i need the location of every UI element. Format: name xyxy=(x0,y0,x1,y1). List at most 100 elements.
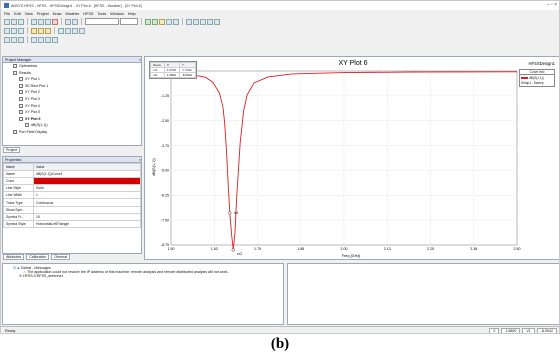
menu-item[interactable]: File xyxy=(4,11,11,16)
property-row[interactable]: Show Sym... xyxy=(3,205,141,214)
properties-header: Properties × xyxy=(3,157,141,163)
property-value[interactable]: dB(S(1,1))Curve1 xyxy=(33,170,141,179)
tree-item[interactable]: XY Plot 4 xyxy=(3,103,141,110)
menu-item[interactable]: Project xyxy=(36,11,49,16)
properties-table: Name Value Name dB(S(1,1))Curve1 Color Line… xyxy=(3,162,141,228)
menu-item[interactable]: View xyxy=(24,11,33,16)
circle-icon[interactable] xyxy=(38,27,44,34)
property-row[interactable]: Symbol Style HorizontalLeftTriangle xyxy=(3,219,141,228)
menu-item[interactable]: Help xyxy=(127,11,136,16)
tree-item[interactable]: Port Field Display xyxy=(3,129,141,136)
property-value[interactable]: HorizontalLeftTriangle xyxy=(33,219,141,228)
snap-icon[interactable] xyxy=(200,18,206,25)
xy-plot-window[interactable]: XY Plot 6 HFSSDesign1 Freq [GHz] dB(S(1,… xyxy=(144,56,560,261)
open-icon[interactable] xyxy=(11,18,17,25)
polyline-icon[interactable] xyxy=(45,27,51,34)
plot-icon xyxy=(13,129,17,134)
zoom-fit-icon[interactable] xyxy=(45,36,51,43)
fit-icon[interactable] xyxy=(214,18,220,25)
select-icon[interactable] xyxy=(4,36,10,43)
new-icon[interactable] xyxy=(4,18,10,25)
plot-icon xyxy=(25,123,29,128)
property-row[interactable]: Line Style Solid xyxy=(3,184,141,193)
menu-item[interactable]: Draw xyxy=(52,11,62,16)
split-icon[interactable] xyxy=(79,27,85,34)
report-icon[interactable] xyxy=(173,18,179,25)
fields-icon[interactable] xyxy=(159,18,165,25)
tab-general[interactable]: General xyxy=(51,254,71,260)
plot-icon xyxy=(19,77,23,82)
save-icon[interactable] xyxy=(18,18,24,25)
ruler-icon[interactable] xyxy=(207,18,213,25)
tree-item[interactable]: 3D Rect Plot 1 xyxy=(3,83,141,90)
copy-icon[interactable] xyxy=(38,18,44,25)
xy-plot[interactable]: XY Plot 6 HFSSDesign1 Freq [GHz] dB(S(1,… xyxy=(145,57,560,261)
menu-item[interactable]: Edit xyxy=(14,11,21,16)
plot-icon[interactable] xyxy=(166,18,172,25)
tab-project[interactable]: Project xyxy=(3,147,21,153)
tree-item[interactable]: XY Plot 3 xyxy=(3,96,141,103)
tab-attributes[interactable]: Attributes xyxy=(3,254,25,260)
tree-item[interactable]: XY Plot 5 xyxy=(3,109,141,116)
tree-item-label: XY Plot 2 xyxy=(25,90,40,95)
tree-item[interactable]: XY Plot 6 xyxy=(3,116,141,123)
property-row[interactable]: Color xyxy=(3,177,141,186)
paste-icon[interactable] xyxy=(45,18,51,25)
delete-icon[interactable] xyxy=(52,18,58,25)
property-value[interactable]: Solid xyxy=(33,184,141,193)
measure-icon[interactable] xyxy=(186,18,192,25)
cut-icon[interactable] xyxy=(31,18,37,25)
zoom-out-icon[interactable] xyxy=(38,36,44,43)
property-value[interactable] xyxy=(33,205,141,214)
close-icon[interactable]: × xyxy=(138,157,141,162)
cylinder-icon[interactable] xyxy=(11,27,17,34)
subtract-icon[interactable] xyxy=(65,27,71,34)
property-value[interactable] xyxy=(33,177,141,186)
curve-legend[interactable]: Curve Info dB(S(1,1)) Setup1 : Sweep xyxy=(519,69,555,87)
grid-icon[interactable] xyxy=(193,18,199,25)
property-row[interactable]: Symbol Fr... 15 xyxy=(3,212,141,221)
menu-item[interactable]: Window xyxy=(110,11,124,16)
zoom-in-icon[interactable] xyxy=(31,36,37,43)
tree-item[interactable]: Optimetrics xyxy=(3,63,141,70)
tree-item-label: Results xyxy=(19,70,31,75)
property-value[interactable]: Continuous xyxy=(33,198,141,207)
menu-item[interactable]: HFSS xyxy=(83,11,94,16)
units-combo[interactable] xyxy=(120,18,138,25)
redo-icon[interactable] xyxy=(72,18,78,25)
x-tick-label: 2.13 xyxy=(384,247,391,251)
menu-item[interactable]: Modeler xyxy=(65,11,80,16)
property-row[interactable]: Trace Type Continuous xyxy=(3,198,141,207)
close-icon[interactable]: × xyxy=(138,57,141,62)
property-name: Trace Type xyxy=(3,198,34,207)
message-line-2: HFSS-0:HFSS_antenna1 xyxy=(23,274,64,278)
analyze-icon[interactable] xyxy=(152,18,158,25)
tree-item[interactable]: XY Plot 1 xyxy=(3,76,141,83)
plot-icon xyxy=(19,90,23,95)
undo-icon[interactable] xyxy=(65,18,71,25)
tab-calibration[interactable]: Calibration xyxy=(26,254,50,260)
box-icon[interactable] xyxy=(4,27,10,34)
tree-item[interactable]: dB(S(1,1)) xyxy=(3,122,141,129)
property-row[interactable]: Name dB(S(1,1))Curve1 xyxy=(3,170,141,179)
view-icon[interactable] xyxy=(52,36,58,43)
property-value[interactable]: 15 xyxy=(33,212,141,221)
object-combo[interactable] xyxy=(85,18,119,25)
rect-icon[interactable] xyxy=(31,27,37,34)
tree-item[interactable]: Results xyxy=(3,70,141,77)
plot-icon xyxy=(19,110,23,115)
pan-icon[interactable] xyxy=(11,36,17,43)
validate-icon[interactable] xyxy=(145,18,151,25)
property-row[interactable]: Line Width 1 xyxy=(3,191,141,200)
tree-item[interactable]: XY Plot 2 xyxy=(3,89,141,96)
intersect-icon[interactable] xyxy=(72,27,78,34)
x-tick-label: 1.88 xyxy=(297,247,304,251)
property-value[interactable]: 1 xyxy=(33,191,141,200)
menu-item[interactable]: Tools xyxy=(97,11,107,16)
marker-cell: 1.6800 xyxy=(163,72,180,78)
unite-icon[interactable] xyxy=(58,27,64,34)
window-controls[interactable]: – ▫ × xyxy=(546,2,557,8)
rotate-icon[interactable] xyxy=(18,36,24,43)
sphere-icon[interactable] xyxy=(18,27,24,34)
